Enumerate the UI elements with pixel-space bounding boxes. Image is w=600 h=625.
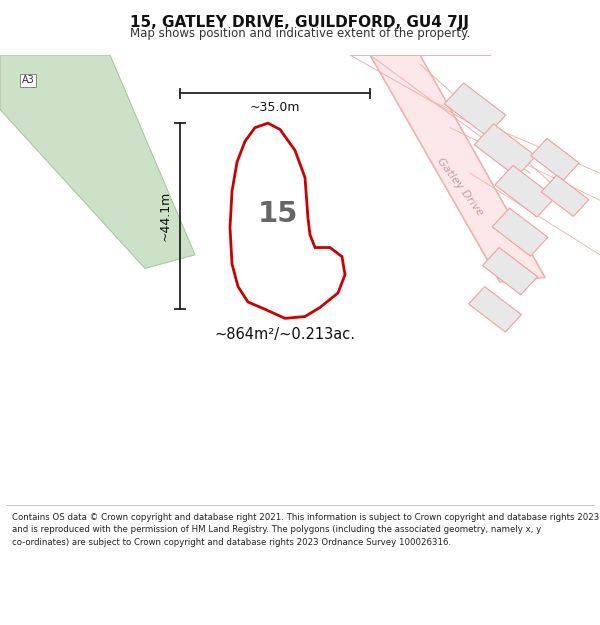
Text: 15, GATLEY DRIVE, GUILDFORD, GU4 7JJ: 15, GATLEY DRIVE, GUILDFORD, GU4 7JJ <box>131 16 470 31</box>
Polygon shape <box>482 248 538 295</box>
Polygon shape <box>495 166 555 217</box>
Polygon shape <box>474 124 536 177</box>
Text: ~864m²/~0.213ac.: ~864m²/~0.213ac. <box>215 328 355 342</box>
Polygon shape <box>541 175 589 216</box>
Polygon shape <box>370 55 545 282</box>
Text: A3: A3 <box>22 76 34 86</box>
Polygon shape <box>492 208 548 256</box>
Polygon shape <box>230 123 345 318</box>
Text: 15: 15 <box>258 200 298 228</box>
Text: Gatley Drive: Gatley Drive <box>435 156 485 218</box>
Polygon shape <box>531 139 579 181</box>
Polygon shape <box>0 55 195 268</box>
Polygon shape <box>469 287 521 332</box>
Polygon shape <box>0 55 600 500</box>
Text: Map shows position and indicative extent of the property.: Map shows position and indicative extent… <box>130 27 470 39</box>
Polygon shape <box>444 83 506 136</box>
Text: ~35.0m: ~35.0m <box>250 101 300 114</box>
Text: ~44.1m: ~44.1m <box>158 191 172 241</box>
Text: Contains OS data © Crown copyright and database right 2021. This information is : Contains OS data © Crown copyright and d… <box>12 512 599 548</box>
